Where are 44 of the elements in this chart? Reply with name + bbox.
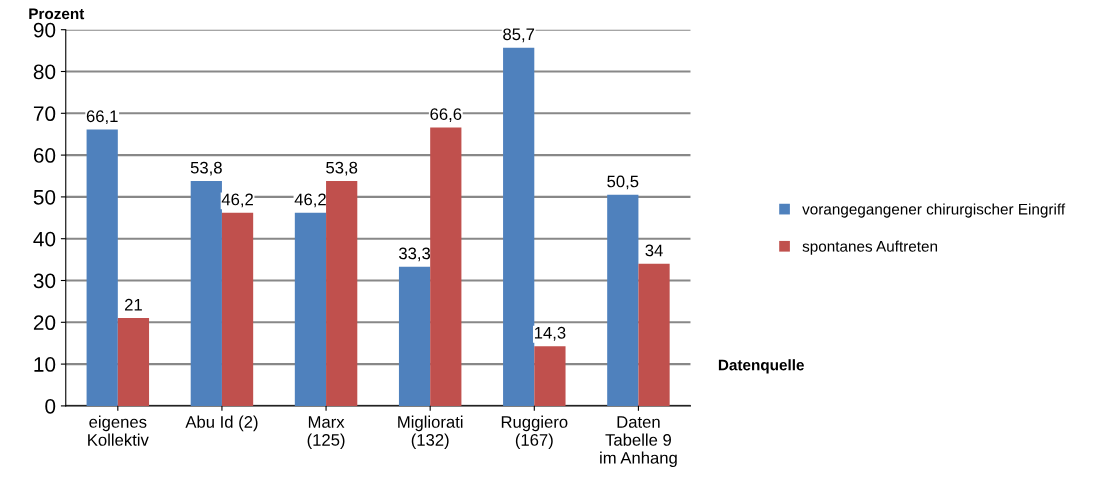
legend-label: vorangegangener chirurgischer Eingriff (802, 203, 1066, 218)
data-label: 14,3 (534, 326, 566, 341)
x-axis-title: Datenquelle (718, 359, 804, 374)
bar (534, 346, 566, 406)
bar (294, 212, 327, 406)
x-tick-label: Ruggiero (167) (501, 415, 568, 450)
y-tick-label: 0 (45, 398, 56, 414)
data-label: 53,8 (326, 161, 358, 176)
bar (430, 127, 462, 406)
x-tick-label: Daten Tabelle 9 im Anhang (600, 416, 677, 468)
bar (221, 212, 254, 406)
bar (117, 318, 150, 406)
y-axis-title: Prozent (29, 8, 85, 20)
y-tick-label: 40 (33, 231, 56, 247)
data-label: 66,6 (430, 108, 462, 123)
data-label: 85,7 (503, 28, 535, 43)
y-tick-label: 10 (34, 357, 56, 372)
x-tick-label: Marx (125) (307, 416, 345, 450)
y-tick-label: 20 (33, 315, 56, 331)
bar (86, 129, 118, 406)
x-tick-label: Abu Id (2) (185, 415, 258, 432)
data-label: 53,8 (190, 161, 222, 176)
y-tick-label: 70 (33, 106, 56, 122)
x-tick-label: eigenes Kollektiv (88, 415, 149, 446)
data-label: 33,3 (398, 247, 431, 262)
bar (326, 181, 358, 406)
y-tick-label: 50 (33, 189, 56, 205)
bar (607, 194, 639, 406)
x-tick-label: Migliorati (132) (398, 415, 463, 450)
bar (398, 266, 431, 406)
data-label: 34 (645, 244, 663, 257)
bar (503, 47, 535, 406)
y-tick-label: 30 (33, 273, 56, 289)
data-label: 21 (125, 298, 142, 311)
y-tick-label: 60 (33, 148, 56, 163)
legend-label: spontanes Auftreten (802, 240, 938, 255)
y-tick-label: 80 (33, 64, 56, 80)
data-label: 50,5 (607, 175, 639, 190)
y-tick-label: 90 (33, 22, 56, 38)
data-label: 66,1 (86, 110, 118, 125)
data-label: 46,2 (221, 193, 253, 208)
bar (190, 181, 222, 406)
data-label: 46,2 (294, 193, 326, 208)
bar (638, 263, 670, 406)
